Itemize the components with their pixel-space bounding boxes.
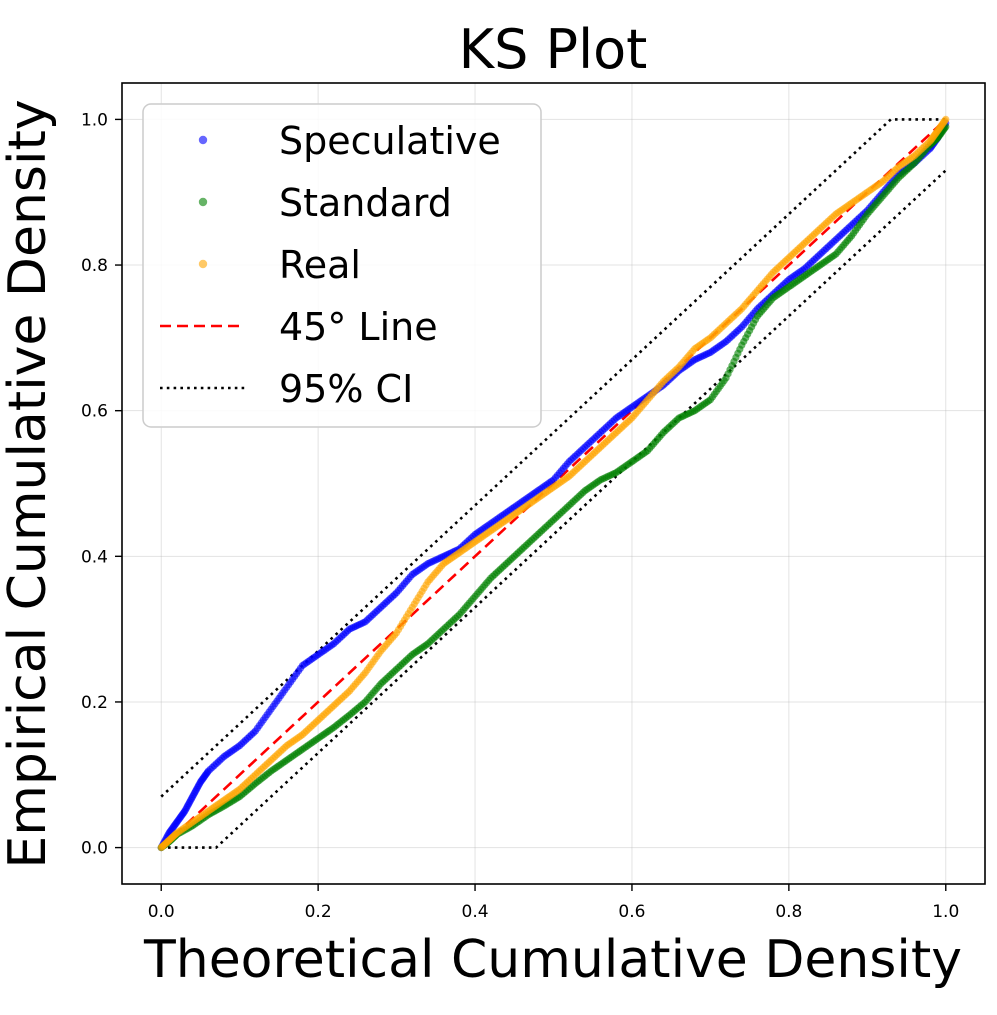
- x-tick-label: 0.8: [775, 902, 802, 922]
- x-tick-label: 0.0: [148, 902, 175, 922]
- y-tick-label: 0.4: [81, 547, 108, 567]
- ci-lines: [160, 118, 947, 849]
- x-axis-label: Theoretical Cumulative Density: [143, 930, 962, 990]
- y-tick-label: 1.0: [81, 110, 108, 130]
- x-tick-label: 1.0: [932, 902, 959, 922]
- y-tick-label: 0.6: [81, 402, 108, 422]
- x-tick-label: 0.4: [462, 902, 489, 922]
- x-tick-label: 0.2: [305, 902, 332, 922]
- y-tick-label: 0.0: [81, 839, 108, 859]
- data-point: [942, 115, 950, 124]
- x-tick-label: 0.6: [618, 902, 645, 922]
- legend-label: 95% CI: [279, 367, 413, 411]
- legend: Speculative Standard Real 45° Line 95% CI: [142, 103, 542, 428]
- legend-marker-real: [198, 259, 208, 269]
- y-tick-label: 0.8: [81, 256, 108, 276]
- x-axis-ticks: 0.0 0.2 0.4 0.6 0.8 1.0: [148, 884, 959, 922]
- legend-marker-speculative: [198, 135, 208, 145]
- series-real: [157, 115, 950, 852]
- legend-label: Standard: [279, 181, 452, 225]
- legend-marker-standard: [198, 197, 208, 207]
- legend-label: 45° Line: [279, 305, 438, 349]
- series-standard: [157, 123, 950, 852]
- y-tick-label: 0.2: [81, 693, 108, 713]
- chart-title: KS Plot: [459, 18, 648, 81]
- plot-frame: [121, 82, 986, 885]
- legend-label: Speculative: [279, 119, 501, 163]
- points-layer: [157, 115, 950, 852]
- ci-lower-line: [161, 169, 947, 849]
- legend-label: Real: [279, 243, 361, 287]
- y-axis-label: Empirical Cumulative Density: [0, 99, 58, 868]
- legend-box: [142, 103, 542, 428]
- y-axis-ticks: 0.0 0.2 0.4 0.6 0.8 1.0: [81, 110, 122, 859]
